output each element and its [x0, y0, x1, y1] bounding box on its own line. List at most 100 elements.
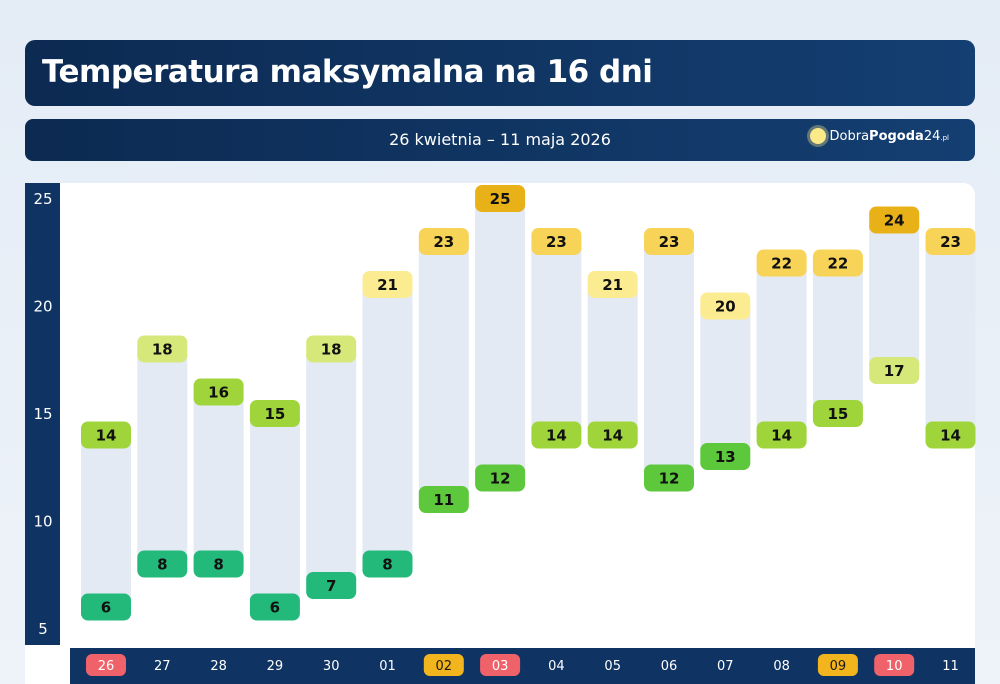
range-bar — [644, 241, 694, 478]
y-tick-label: 20 — [33, 298, 52, 316]
max-label-box — [81, 421, 131, 449]
max-label-box — [475, 185, 526, 212]
x-tick-label: 06 — [661, 659, 678, 674]
x-tick-label: 01 — [379, 659, 396, 674]
max-label-box — [925, 228, 976, 255]
max-label-box — [587, 271, 638, 298]
min-label-box — [700, 443, 751, 470]
min-label: 13 — [715, 448, 736, 466]
range-bar — [418, 241, 469, 499]
x-tick-label: 27 — [154, 659, 171, 674]
min-label-box — [869, 357, 920, 384]
max-label: 25 — [490, 190, 511, 208]
max-label: 23 — [659, 233, 680, 251]
range-bar — [925, 241, 976, 435]
range-bar — [700, 305, 751, 456]
x-tick-highlight — [423, 654, 464, 676]
min-label-box — [306, 572, 357, 599]
range-bar — [193, 391, 244, 564]
min-label-box — [81, 593, 131, 621]
min-label: 6 — [101, 599, 111, 617]
y-tick-label: 5 — [38, 620, 48, 638]
x-tick-highlight — [817, 654, 858, 676]
x-tick-label: 08 — [773, 659, 790, 674]
range-bar — [362, 284, 413, 564]
min-label: 8 — [157, 556, 167, 574]
x-tick-label: 05 — [604, 659, 621, 674]
sun-icon — [809, 128, 826, 144]
max-label-box — [418, 228, 469, 255]
x-tick-label: 29 — [267, 659, 284, 674]
max-label-box — [869, 206, 920, 234]
range-bar — [306, 348, 357, 585]
x-tick-label: 26 — [98, 659, 115, 674]
x-tick-label: 09 — [830, 659, 847, 674]
min-label: 11 — [433, 491, 454, 509]
max-label: 16 — [208, 384, 229, 402]
max-label-box — [249, 400, 300, 427]
y-axis — [25, 183, 60, 645]
logo-text: DobraPogoda24.pl — [830, 129, 949, 144]
min-label: 14 — [546, 427, 567, 445]
logo-prefix: Dobra — [829, 128, 870, 144]
x-tick-label: 04 — [548, 659, 565, 674]
y-tick-label: 10 — [33, 513, 52, 531]
min-label-box — [925, 421, 976, 449]
x-tick-label: 03 — [492, 659, 509, 674]
max-label: 14 — [96, 427, 117, 445]
max-label: 21 — [377, 276, 398, 294]
page-title: Temperatura maksymalna na 16 dni — [25, 40, 975, 106]
max-label: 24 — [884, 212, 905, 230]
x-tick-highlight — [874, 654, 915, 676]
y-tick-label: 15 — [33, 405, 52, 423]
min-label-box — [812, 400, 863, 427]
max-label: 23 — [940, 233, 961, 251]
x-tick-label: 30 — [323, 659, 340, 674]
max-label-box — [306, 335, 357, 363]
min-label-box — [644, 464, 694, 492]
max-label: 22 — [827, 255, 848, 273]
max-label: 18 — [321, 341, 342, 359]
min-label: 8 — [213, 556, 223, 574]
x-tick-label: 02 — [436, 659, 453, 674]
min-label-box — [193, 550, 244, 578]
max-label-box — [700, 292, 751, 320]
min-label: 17 — [884, 362, 905, 380]
subtitle-bar: 26 kwietnia – 11 maja 2026 DobraPogoda24… — [25, 119, 975, 161]
min-label: 6 — [270, 599, 280, 617]
logo-bold: Pogoda — [869, 128, 924, 144]
max-label-box — [644, 228, 694, 255]
max-label: 22 — [771, 255, 792, 273]
range-bar — [869, 219, 920, 370]
max-label: 15 — [264, 405, 285, 423]
max-label: 23 — [546, 233, 567, 251]
min-label-box — [531, 421, 582, 449]
min-label: 12 — [659, 470, 680, 488]
min-label-box — [418, 486, 469, 513]
min-label: 7 — [326, 577, 336, 595]
min-label: 15 — [827, 405, 848, 423]
x-tick-highlight — [480, 654, 521, 676]
min-label-box — [362, 550, 413, 578]
range-bar — [756, 262, 807, 435]
max-label: 20 — [715, 298, 736, 316]
max-label: 23 — [433, 233, 454, 251]
min-label-box — [756, 421, 807, 449]
max-label-box — [756, 249, 807, 277]
y-tick-label: 25 — [33, 190, 52, 208]
max-label-box — [812, 249, 863, 277]
min-label-box — [249, 593, 300, 621]
max-label: 21 — [602, 276, 623, 294]
date-range: 26 kwietnia – 11 maja 2026 — [389, 130, 611, 149]
min-label: 14 — [602, 427, 623, 445]
min-label-box — [475, 464, 526, 492]
range-bar — [137, 348, 188, 564]
range-bar — [249, 413, 300, 607]
range-bar — [531, 241, 582, 435]
logo: DobraPogoda24.pl — [809, 128, 949, 144]
max-label-box — [193, 378, 244, 406]
x-tick-highlight — [86, 654, 126, 676]
max-label-box — [362, 271, 413, 298]
range-bar — [587, 284, 638, 435]
